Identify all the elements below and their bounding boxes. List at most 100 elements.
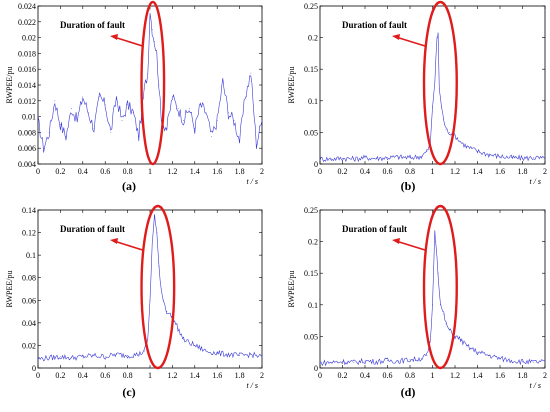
x-tick-label: 1.4 xyxy=(473,167,483,176)
data-point xyxy=(37,120,39,121)
data-point xyxy=(177,108,179,110)
data-point xyxy=(104,104,106,106)
data-point xyxy=(239,355,241,356)
rwpee-series-line xyxy=(319,32,546,163)
data-point xyxy=(151,29,153,31)
data-point xyxy=(216,120,218,121)
data-point xyxy=(436,37,438,38)
chart-panel-b: 0 0.2 0.4 0.6 0.8 1 1.2 1.4 1.6 1.8 2 0 0.05 0.1 0.15 0… xyxy=(287,0,547,193)
x-tick-label: 0 xyxy=(318,167,322,176)
y-axis-label: RWPEE/pu xyxy=(287,271,296,308)
data-point xyxy=(127,355,128,356)
y-tick-label: 0.25 xyxy=(304,2,318,11)
x-tick-label: 0 xyxy=(36,167,40,176)
x-tick-label: 2 xyxy=(543,371,547,380)
y-tick-label: 0.016 xyxy=(18,65,36,74)
x-tick-label: 1 xyxy=(148,371,152,380)
data-point xyxy=(205,112,207,114)
x-tick-label: 1 xyxy=(148,167,152,176)
x-tick-label: 1.2 xyxy=(167,167,177,176)
data-point xyxy=(522,157,523,159)
x-tick-label: 0.4 xyxy=(78,167,88,176)
data-point xyxy=(160,288,162,290)
data-point xyxy=(147,72,149,74)
x-axis-label: t / s xyxy=(246,177,258,186)
data-point xyxy=(60,356,61,358)
y-tick-label: 0.25 xyxy=(304,206,318,215)
data-point xyxy=(499,156,501,157)
data-point xyxy=(420,156,422,157)
data-point xyxy=(177,328,179,329)
data-point xyxy=(426,354,428,356)
data-point xyxy=(188,108,190,110)
y-tick-label: 0.004 xyxy=(18,160,36,169)
x-tick-label: 0 xyxy=(36,371,40,380)
x-tick-label: 1 xyxy=(431,371,435,380)
data-point xyxy=(65,135,67,137)
data-point xyxy=(88,112,89,114)
data-point xyxy=(510,360,512,361)
data-point xyxy=(387,360,388,361)
x-tick-label: 0 xyxy=(318,371,322,380)
data-point xyxy=(71,357,72,359)
data-point xyxy=(426,150,428,152)
data-point xyxy=(409,157,411,159)
data-point xyxy=(200,104,201,106)
rwpee-series-line xyxy=(37,214,263,362)
data-point xyxy=(319,362,321,364)
data-point xyxy=(398,156,400,158)
data-point xyxy=(460,141,462,143)
data-point xyxy=(239,139,241,141)
data-point xyxy=(82,356,84,358)
x-tick-label: 0.2 xyxy=(55,167,65,176)
panel-label: (d) xyxy=(401,385,416,399)
data-point xyxy=(222,80,224,82)
x-tick-label: 1.6 xyxy=(495,167,505,176)
data-point xyxy=(420,358,422,359)
y-tick-label: 0.15 xyxy=(304,269,318,278)
data-point xyxy=(434,231,436,233)
data-point xyxy=(544,361,546,363)
data-point xyxy=(158,84,160,86)
data-point xyxy=(228,354,229,355)
panel-label: (a) xyxy=(122,179,136,193)
y-axis-label: RWPEE/pu xyxy=(5,271,14,308)
data-point xyxy=(477,351,478,353)
data-point xyxy=(465,145,467,147)
data-point xyxy=(37,358,39,360)
data-point xyxy=(183,339,185,341)
fault-duration-ellipse xyxy=(140,204,176,370)
y-tick-label: 0.1 xyxy=(26,251,36,260)
data-point xyxy=(151,243,153,245)
chart-panel-a: 0 0.2 0.4 0.6 0.8 1 1.2 1.4 1.6 1.8 2 0.004 0.006 0.0… xyxy=(5,0,264,193)
data-point xyxy=(211,135,213,137)
data-point xyxy=(244,96,246,98)
panel-label: (b) xyxy=(401,179,416,193)
data-point xyxy=(488,354,490,356)
data-point xyxy=(99,96,100,98)
x-tick-label: 1.2 xyxy=(450,167,460,176)
x-tick-label: 1.4 xyxy=(473,371,483,380)
data-point xyxy=(144,350,145,352)
data-point xyxy=(454,336,456,337)
y-tick-label: 0.05 xyxy=(304,332,318,341)
fault-annotation-label: Duration of fault xyxy=(60,224,125,234)
data-point xyxy=(256,143,257,145)
data-point xyxy=(93,355,95,356)
x-tick-label: 1.6 xyxy=(495,371,505,380)
data-point xyxy=(104,356,106,358)
data-point xyxy=(154,215,155,217)
data-point xyxy=(435,241,437,243)
data-point xyxy=(522,361,523,363)
data-point xyxy=(250,72,252,74)
data-point xyxy=(154,41,155,42)
fault-duration-ellipse xyxy=(140,0,166,166)
annotation-arrow-head xyxy=(392,34,400,40)
annotation-arrow-head xyxy=(392,238,400,244)
data-point xyxy=(437,272,439,274)
data-point xyxy=(448,329,450,331)
fault-duration-ellipse xyxy=(422,204,458,370)
y-tick-label: 0 xyxy=(314,364,318,373)
fault-annotation-label: Duration of fault xyxy=(342,224,407,234)
data-point xyxy=(445,128,447,130)
